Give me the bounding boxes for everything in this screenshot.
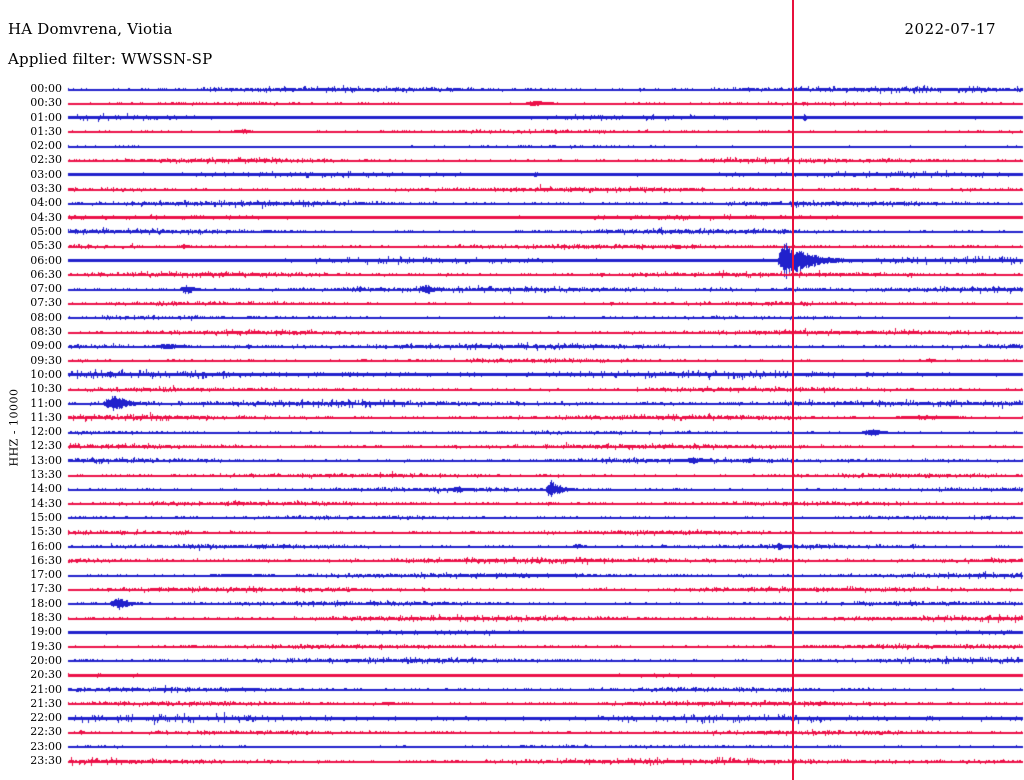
time-cursor-line (792, 0, 794, 780)
